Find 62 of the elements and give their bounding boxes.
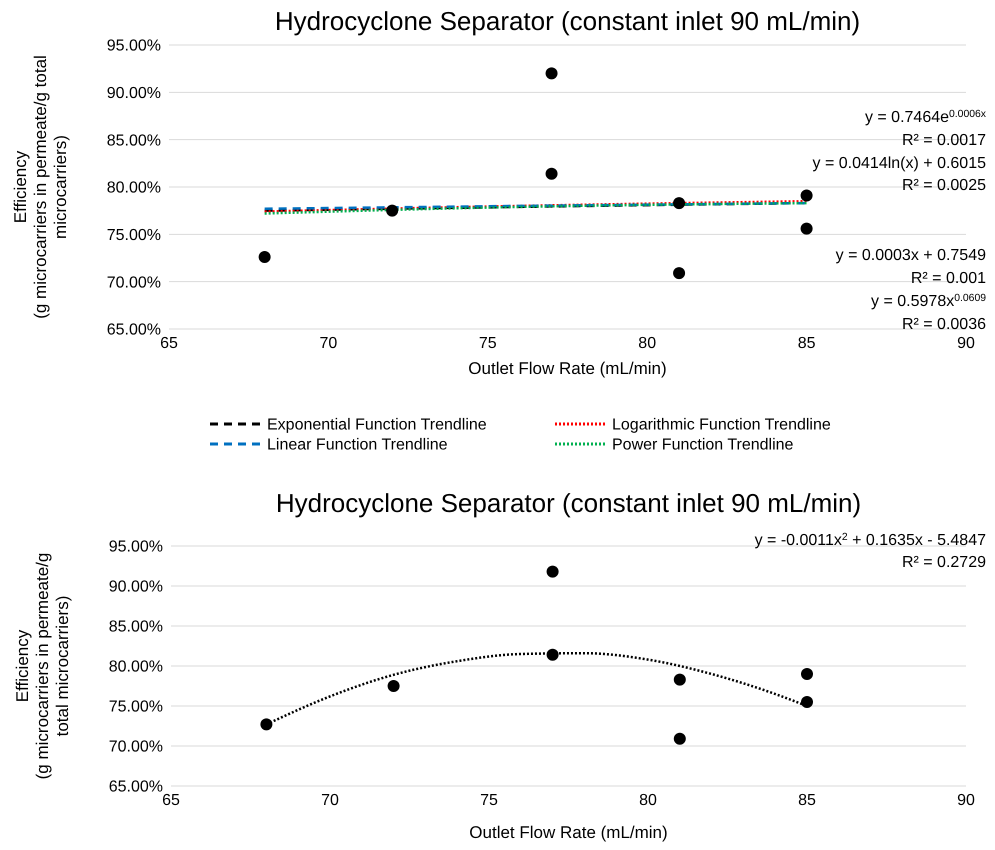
x-tick-label: 85 [798,335,816,352]
x-tick-label: 80 [639,792,657,809]
annotation: R² = 0.2729 [902,554,986,571]
x-axis-title: Outlet Flow Rate (mL/min) [469,823,668,842]
point [800,190,813,202]
y-tick-label: 85.00% [106,132,161,150]
annotation: y = 0.7464e$^{0.0006x}$ [864,108,987,126]
x-tick-label: 65 [162,792,180,809]
x-axis-title: Outlet Flow Rate (mL/min) [468,359,667,378]
point [801,696,813,708]
point [258,251,271,264]
legend-label: Power Function Trendline [612,436,794,454]
point [674,732,686,745]
y-tick-label: 95.00% [106,38,161,55]
y-tick-label: 85.00% [108,618,163,636]
y-axis-title: Efficiency (g microcarriers in permeate/g total microcarriers) [13,552,72,780]
x-tick-label: 75 [478,335,497,352]
y-tick-label: 80.00% [108,658,163,676]
y-tick-label: 65.00% [106,322,161,339]
x-tick-label: 80 [638,335,656,352]
y-tick-label: 65.00% [108,778,163,796]
point [801,668,813,680]
point [386,204,398,217]
x-tick-label: 70 [320,335,338,352]
legend-label: Linear Function Trendline [267,436,448,454]
point [674,674,686,686]
x-tick-label: 65 [160,335,178,352]
point [260,718,272,730]
point [546,67,558,80]
annotation: y = 0.0003x + 0.7549 [836,247,986,264]
chart-title: Hydrocyclone Separator (constant inlet 90 mL/min) [276,488,862,518]
legend-label: Exponential Function Trendline [267,416,487,434]
y-tick-label: 80.00% [106,180,161,197]
point [673,267,686,280]
annotation: y = 0.0414ln(x) + 0.6015 [812,155,986,172]
point [546,168,558,180]
legend-label: Logarithmic Function Trendline [612,416,831,434]
x-tick-label: 75 [480,792,498,809]
x-tick-label: 85 [798,792,816,809]
annotation: R² = 0.0025 [902,177,986,194]
annotation: y = 0.5978x$^{0.0609}$ [871,292,986,310]
y-axis-title: Efficiency (g microcarriers in permeate/g total microcarriers) [11,55,70,319]
point [546,566,559,578]
chart-title: Hydrocyclone Separator (constant inlet 90 mL/min) [274,6,860,36]
annotation: y = -0.0011x$^{2}$ + 0.1635x - 5.4847 [754,532,986,549]
x-tick-label: 90 [957,792,975,809]
point [800,222,813,235]
y-tick-label: 70.00% [108,738,163,756]
x-tick-label: 70 [321,792,339,809]
x-tick-label: 90 [957,335,975,352]
point [388,680,400,692]
y-tick-label: 90.00% [106,84,161,102]
y-tick-label: 95.00% [108,538,163,556]
annotation: R² = 0.001 [910,270,986,287]
y-tick-label: 75.00% [108,698,163,716]
y-tick-label: 70.00% [106,274,161,292]
point [673,197,686,210]
point [546,648,559,661]
annotation: R² = 0.0017 [902,132,986,149]
y-tick-label: 75.00% [106,226,161,244]
y-tick-label: 90.00% [108,578,163,596]
annotation: R² = 0.0036 [902,316,986,333]
